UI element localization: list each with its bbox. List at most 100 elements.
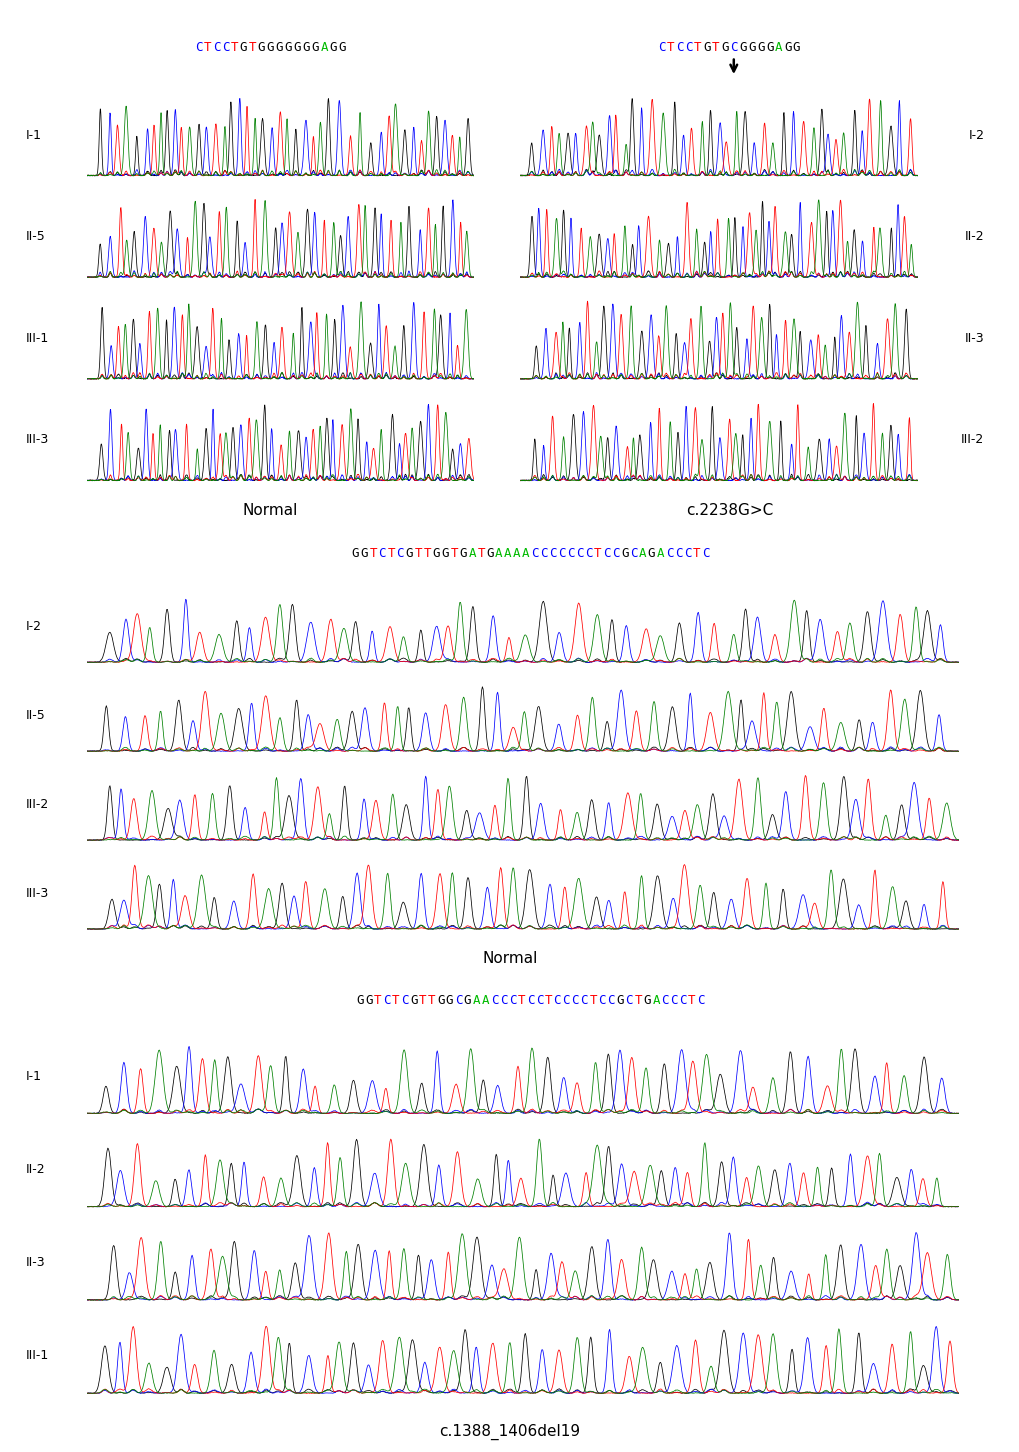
Text: C: C	[679, 995, 686, 1006]
Text: C: C	[580, 995, 587, 1006]
Text: A: A	[481, 995, 489, 1006]
Text: C: C	[396, 547, 404, 559]
Text: I-2: I-2	[25, 620, 42, 633]
Text: T: T	[450, 547, 458, 559]
Text: G: G	[356, 995, 363, 1006]
Text: III-2: III-2	[960, 434, 983, 446]
Text: II-5: II-5	[25, 709, 45, 722]
Text: A: A	[652, 995, 659, 1006]
Text: A: A	[513, 547, 520, 559]
Text: II-2: II-2	[964, 231, 983, 242]
Text: A: A	[638, 547, 646, 559]
Text: G: G	[329, 42, 336, 54]
Text: T: T	[688, 995, 695, 1006]
Text: Normal: Normal	[243, 504, 298, 518]
Text: c.2238G>C: c.2238G>C	[685, 504, 772, 518]
Text: G: G	[784, 42, 791, 54]
Text: G: G	[338, 42, 345, 54]
Text: C: C	[730, 42, 737, 54]
Text: G: G	[293, 42, 301, 54]
Text: G: G	[739, 42, 746, 54]
Text: G: G	[445, 995, 452, 1006]
Text: C: C	[571, 995, 579, 1006]
Text: III-3: III-3	[25, 887, 49, 900]
Text: C: C	[548, 547, 556, 559]
Text: C: C	[221, 42, 229, 54]
Text: G: G	[436, 995, 444, 1006]
Text: T: T	[387, 547, 394, 559]
Text: G: G	[266, 42, 274, 54]
Text: G: G	[311, 42, 319, 54]
Text: C: C	[508, 995, 516, 1006]
Text: T: T	[593, 547, 601, 559]
Text: G: G	[432, 547, 439, 559]
Text: C: C	[607, 995, 614, 1006]
Text: C: C	[701, 547, 708, 559]
Text: T: T	[204, 42, 211, 54]
Text: T: T	[544, 995, 551, 1006]
Text: G: G	[459, 547, 467, 559]
Text: C: C	[625, 995, 632, 1006]
Text: c.1388_1406del19: c.1388_1406del19	[439, 1424, 580, 1440]
Text: G: G	[756, 42, 763, 54]
Text: G: G	[615, 995, 624, 1006]
Text: G: G	[284, 42, 291, 54]
Text: C: C	[585, 547, 592, 559]
Text: A: A	[522, 547, 529, 559]
Text: C: C	[378, 547, 385, 559]
Text: T: T	[428, 995, 435, 1006]
Text: G: G	[647, 547, 654, 559]
Text: II-3: II-3	[25, 1256, 45, 1269]
Text: C: C	[665, 547, 673, 559]
Text: C: C	[553, 995, 560, 1006]
Text: C: C	[535, 995, 542, 1006]
Text: C: C	[675, 547, 682, 559]
Text: II-3: II-3	[964, 333, 983, 344]
Text: C: C	[540, 547, 547, 559]
Text: T: T	[477, 547, 484, 559]
Text: C: C	[657, 42, 665, 54]
Text: C: C	[562, 995, 570, 1006]
Text: T: T	[423, 547, 430, 559]
Text: G: G	[765, 42, 772, 54]
Text: C: C	[683, 547, 691, 559]
Text: G: G	[361, 547, 368, 559]
Text: III-3: III-3	[25, 434, 49, 446]
Text: T: T	[589, 995, 596, 1006]
Text: C: C	[526, 995, 534, 1006]
Text: II-5: II-5	[25, 231, 45, 242]
Text: G: G	[621, 547, 628, 559]
Text: C: C	[531, 547, 538, 559]
Text: T: T	[391, 995, 399, 1006]
Text: III-1: III-1	[25, 1349, 49, 1362]
Text: G: G	[464, 995, 471, 1006]
Text: C: C	[195, 42, 202, 54]
Text: T: T	[518, 995, 525, 1006]
Text: C: C	[676, 42, 683, 54]
Text: III-1: III-1	[25, 333, 49, 344]
Text: G: G	[702, 42, 710, 54]
Text: A: A	[320, 42, 327, 54]
Text: A: A	[503, 547, 512, 559]
Text: T: T	[694, 42, 701, 54]
Text: C: C	[567, 547, 574, 559]
Text: G: G	[441, 547, 448, 559]
Text: III-2: III-2	[25, 799, 49, 812]
Text: C: C	[697, 995, 704, 1006]
Text: G: G	[643, 995, 650, 1006]
Text: C: C	[660, 995, 668, 1006]
Text: I-1: I-1	[25, 1070, 42, 1083]
Text: T: T	[414, 547, 422, 559]
Text: C: C	[400, 995, 408, 1006]
Text: T: T	[230, 42, 237, 54]
Text: I-2: I-2	[967, 129, 983, 141]
Text: G: G	[747, 42, 755, 54]
Text: T: T	[666, 42, 674, 54]
Text: C: C	[454, 995, 462, 1006]
Text: T: T	[369, 547, 377, 559]
Text: C: C	[499, 995, 506, 1006]
Text: I-1: I-1	[25, 129, 42, 141]
Text: G: G	[486, 547, 493, 559]
Text: A: A	[656, 547, 663, 559]
Text: T: T	[711, 42, 718, 54]
